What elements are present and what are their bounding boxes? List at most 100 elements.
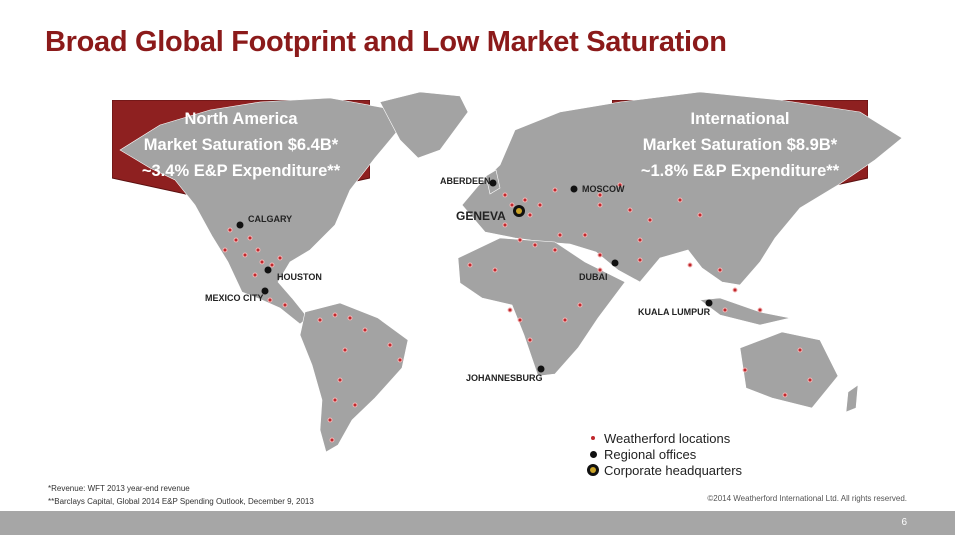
location-dot [627,207,633,213]
headquarters-icon [587,464,599,476]
regional-office-calgary [236,221,244,229]
label-calgary: CALGARY [248,214,293,224]
slide-title: Broad Global Footprint and Low Market Sa… [45,26,727,58]
north-america-callout: North America Market Saturation $6.4B* ~… [112,100,370,208]
australia [739,331,839,409]
location-dot [557,232,563,238]
eurasia [461,91,903,286]
location-dot [502,222,508,228]
location-dot [807,377,813,383]
location-dot [332,312,338,318]
location-dot [742,367,748,373]
regional-office-mexico-city [261,287,269,295]
location-dot [527,337,533,343]
location-dot [552,187,558,193]
location-dot [597,252,603,258]
location-dot [502,192,508,198]
location-dot [562,317,568,323]
location-dot [259,259,265,265]
location-dot [387,342,393,348]
location-dot [757,307,763,313]
location-dot [717,267,723,273]
location-dot [362,327,368,333]
location-dot [697,212,703,218]
legend-locations: Weatherford locations [604,430,731,446]
location-dot [527,212,533,218]
regional-office-johannesburg [537,365,545,373]
location-dot [492,267,498,273]
footnote-revenue: *Revenue: WFT 2013 year-end revenue [48,484,190,493]
new-zealand [845,384,859,413]
location-dot [517,237,523,243]
callout-expenditure: ~1.8% E&P Expenditure** [640,162,840,180]
regional-office-dubai [611,259,619,267]
location-dot [637,237,643,243]
copyright: ©2014 Weatherford International Ltd. All… [707,494,907,503]
south-america [299,302,409,453]
location-dot [552,247,558,253]
page-number: 6 [901,517,907,528]
callout-expenditure: ~3.4% E&P Expenditure** [141,162,341,180]
location-dot [352,402,358,408]
location-dot [687,262,693,268]
location-dot [509,202,515,208]
location-dot [247,235,253,241]
callout-heading: International [690,110,790,128]
map-legend: Weatherford locations Regional offices C… [582,430,742,478]
location-dot [255,247,261,253]
label-houston: HOUSTON [277,272,322,282]
regional-office-aberdeen [489,179,497,187]
location-dot [797,347,803,353]
location-dot [522,197,528,203]
location-dot [577,302,583,308]
location-dot [337,377,343,383]
location-dot [597,267,603,273]
location-dot [647,217,653,223]
callout-heading: North America [184,110,298,128]
international-callout: International Market Saturation $8.9B* ~… [612,100,868,208]
location-dot [537,202,543,208]
location-dot [782,392,788,398]
location-dot [617,182,623,188]
footer-bar [0,511,955,535]
label-dubai: DUBAI [579,272,608,282]
label-mexico-city: MEXICO CITY [205,293,264,303]
location-dot [507,307,513,313]
regional-office-moscow [570,185,578,193]
location-dot [269,262,275,268]
location-dot [532,242,538,248]
hq-marker-geneva [513,205,525,217]
label-kuala-lumpur: KUALA LUMPUR [638,307,711,317]
location-dot [517,317,523,323]
location-dot [467,262,473,268]
legend-hq: Corporate headquarters [604,462,743,478]
indonesia [699,297,791,326]
africa [457,237,626,377]
location-dot [732,287,738,293]
location-dot [347,315,353,321]
location-dot [233,237,239,243]
location-dot [252,272,258,278]
location-dot [582,232,588,238]
location-dot [677,197,683,203]
callout-saturation: Market Saturation $6.4B* [143,136,339,154]
location-dot [277,255,283,261]
north-america [119,97,401,325]
location-dot [597,192,603,198]
legend-regional: Regional offices [604,446,697,462]
location-dot [637,257,643,263]
location-dot [342,347,348,353]
greenland [379,91,469,159]
location-dot [317,317,323,323]
label-johannesburg: JOHANNESBURG [466,373,543,383]
location-dot [282,302,288,308]
location-dot [327,417,333,423]
regional-office-houston [264,266,272,274]
location-dot [597,202,603,208]
callout-saturation: Market Saturation $8.9B* [642,136,838,154]
regional-office-icon [589,450,597,458]
location-dot [397,357,403,363]
footnote-barclays: **Barclays Capital, Global 2014 E&P Spen… [48,497,314,506]
label-aberdeen: ABERDEEN [440,176,491,186]
